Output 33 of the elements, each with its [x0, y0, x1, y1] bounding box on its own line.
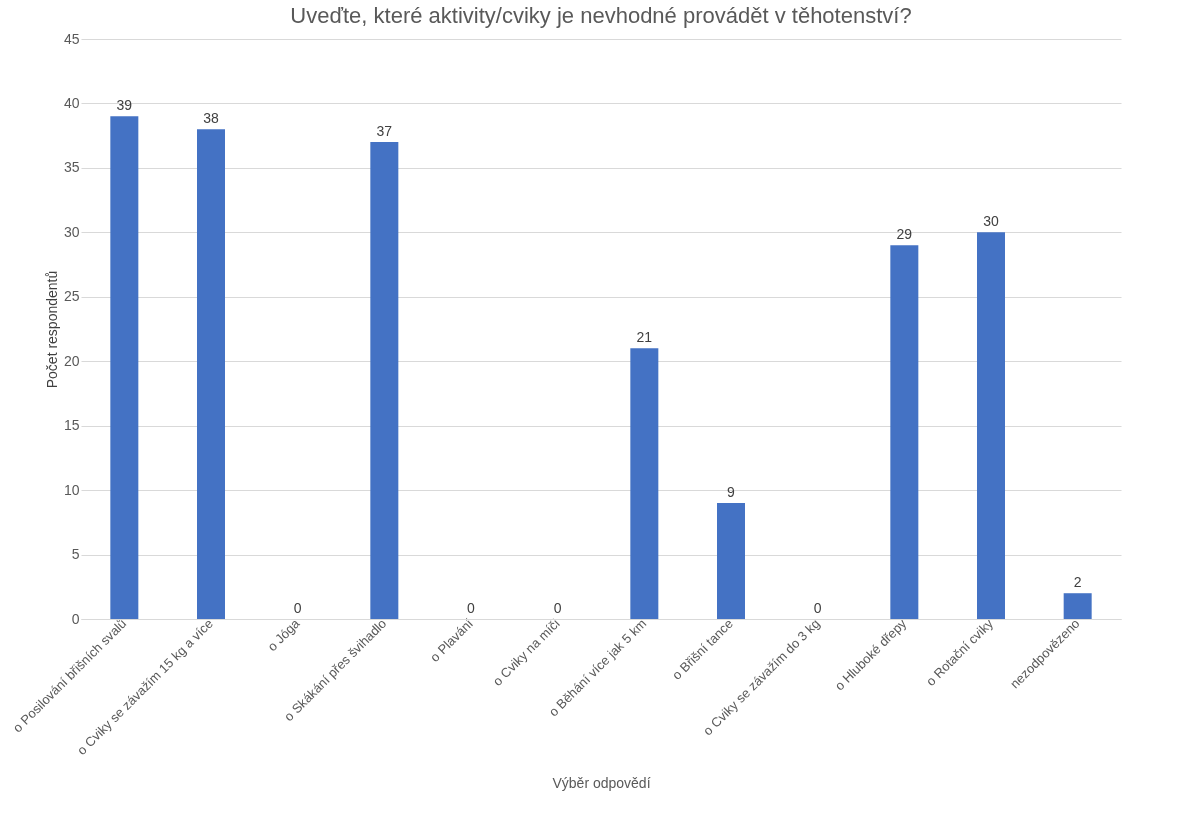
- y-tick-label: 30: [63, 223, 80, 240]
- data-label: 9: [727, 484, 736, 500]
- bar: [977, 232, 1005, 619]
- y-axis-title: Počet respondentů: [43, 270, 60, 389]
- y-tick-label: 35: [63, 159, 80, 176]
- bar: [717, 503, 745, 619]
- x-axis-title: Výběr odpovědí: [552, 774, 651, 791]
- bar: [1063, 593, 1092, 619]
- bar: [370, 142, 399, 619]
- bar: [110, 116, 139, 619]
- data-label: 37: [376, 123, 393, 140]
- data-label: 2: [1073, 574, 1082, 591]
- data-label: 29: [896, 226, 913, 243]
- data-label: 0: [293, 600, 302, 616]
- data-label: 39: [116, 97, 133, 114]
- chart-title: Uveďte, které aktivity/cviky je nevhodné provádět v těhotenství?: [290, 3, 912, 28]
- y-tick-label: 10: [63, 481, 80, 498]
- bar: [197, 129, 225, 619]
- data-label: 21: [636, 329, 653, 346]
- data-label: 0: [467, 600, 476, 616]
- y-tick-label: 25: [63, 288, 80, 305]
- data-label: 38: [203, 110, 219, 127]
- data-label: 0: [553, 600, 562, 616]
- bar: [630, 348, 659, 619]
- data-label: 30: [983, 213, 999, 230]
- y-tick-label: 20: [63, 352, 80, 369]
- data-label: 0: [813, 600, 822, 616]
- y-tick-label: 0: [71, 610, 80, 627]
- y-tick-label: 40: [63, 94, 80, 111]
- y-tick-label: 5: [71, 546, 80, 563]
- y-tick-label: 15: [63, 417, 80, 434]
- bar: [890, 245, 919, 619]
- y-tick-label: 45: [63, 30, 80, 47]
